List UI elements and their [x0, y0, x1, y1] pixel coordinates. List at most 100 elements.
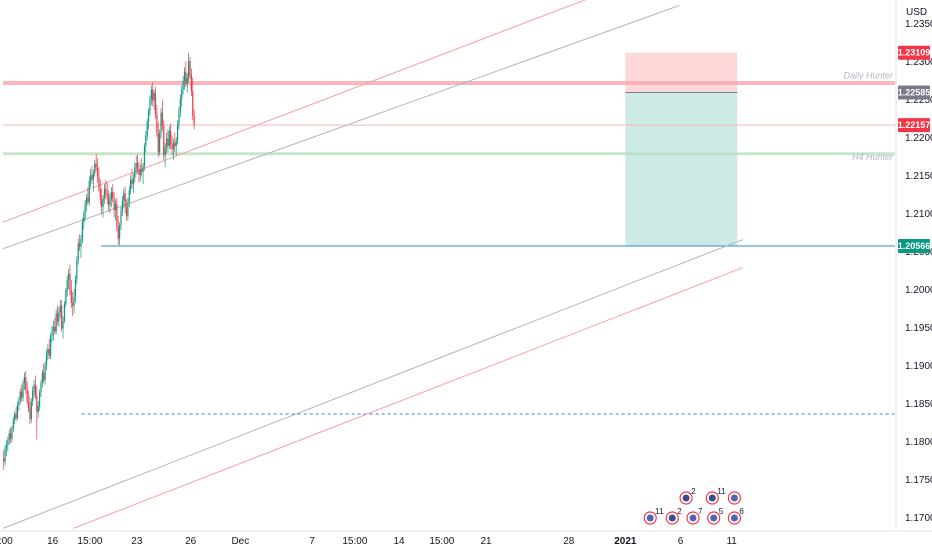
y-tick-label: 1.22000	[905, 133, 932, 144]
candle-body	[114, 203, 117, 210]
candle-body	[22, 383, 24, 398]
candle-body	[56, 313, 59, 322]
candle-body	[131, 179, 133, 185]
x-tick-label: 2021	[614, 536, 637, 547]
candle-body	[170, 130, 172, 145]
candle-body	[145, 135, 147, 147]
x-tick-label: 28	[563, 536, 575, 547]
candle-body	[59, 305, 61, 312]
candle-body	[101, 199, 103, 207]
candle-body	[41, 372, 43, 384]
candle-body	[188, 61, 190, 78]
candle-body	[153, 92, 155, 101]
candle-body	[27, 402, 30, 409]
candle-body	[102, 197, 104, 207]
event-badge-count: 11	[717, 487, 726, 496]
event-badge-count: 6	[739, 507, 744, 516]
candle-body	[73, 296, 75, 306]
x-tick-label: 11	[726, 536, 737, 547]
price-label: 1.22157	[898, 120, 931, 130]
channel-line	[2, 239, 743, 529]
candle-body	[99, 188, 101, 200]
candle-body	[12, 419, 14, 429]
candle-body	[123, 193, 125, 201]
candle-body	[156, 114, 158, 133]
candle-body	[3, 458, 5, 462]
candle-body	[96, 167, 99, 177]
candle-body	[181, 89, 183, 99]
candle-body	[174, 143, 176, 147]
y-tick-label: 1.19000	[905, 361, 932, 372]
candle-body	[51, 330, 53, 337]
candle-body	[37, 406, 39, 413]
price-label: 1.23109	[898, 48, 931, 58]
candle-body	[124, 193, 126, 207]
candle-body	[4, 448, 6, 462]
candle-body	[74, 279, 77, 297]
candle-body	[21, 391, 23, 398]
candle-body	[44, 365, 46, 381]
events-layer: 11 2 7 5 2 11 6	[643, 487, 744, 525]
event-badge-count: 5	[719, 507, 724, 516]
price-label-box	[898, 45, 930, 60]
candle-body	[134, 167, 136, 179]
candle-body	[128, 190, 130, 203]
candle-body	[120, 211, 122, 226]
candle-body	[136, 162, 139, 171]
flag-icon	[689, 514, 697, 522]
candle-body	[94, 163, 96, 174]
candle-body	[19, 391, 21, 401]
flag-icon	[668, 514, 676, 522]
candle-body	[36, 395, 38, 413]
candle-body	[38, 392, 41, 407]
y-tick-label: 1.23000	[905, 57, 932, 68]
candle-body	[67, 273, 70, 280]
currency-label: USD	[906, 7, 927, 18]
candle-body	[157, 132, 159, 153]
price-label: 1.22585	[898, 88, 931, 98]
candle-body	[127, 202, 129, 217]
candle-body	[178, 111, 180, 125]
candle-body	[154, 92, 157, 115]
y-tick-label: 1.22500	[905, 95, 932, 106]
candle-body	[142, 165, 144, 172]
flag-icon	[708, 494, 716, 502]
candle-body	[26, 389, 28, 403]
candle-body	[110, 191, 112, 201]
candle-body	[48, 349, 50, 356]
candle-body	[179, 99, 181, 112]
candle-body	[167, 138, 169, 147]
flag-icon	[730, 494, 738, 502]
y-tick-label: 1.21000	[905, 209, 932, 220]
channel-line	[2, 0, 587, 223]
x-tick-label: 14	[393, 536, 405, 547]
candle-body	[72, 302, 74, 306]
y-tick-label: 1.23500	[905, 19, 932, 30]
candle-body	[66, 279, 68, 292]
event-badge-count: 11	[655, 507, 664, 516]
x-tick-label: 5:00	[0, 536, 13, 547]
candle-body	[135, 162, 137, 168]
candle-body	[109, 200, 111, 206]
candle-body	[138, 170, 140, 175]
candle-body	[11, 428, 13, 439]
flag-icon	[682, 494, 690, 502]
candle-body	[33, 384, 35, 391]
candle-body	[15, 413, 17, 419]
candle-body	[183, 71, 186, 81]
x-tick-label: 15:00	[342, 536, 367, 547]
x-tick-label: 23	[131, 536, 143, 547]
candle-body	[45, 353, 48, 366]
candle-body	[165, 138, 168, 148]
candle-body	[175, 140, 177, 147]
zone-label: Daily Hunter	[843, 70, 894, 80]
candle-body	[30, 401, 32, 419]
flag-icon	[646, 514, 654, 522]
candle-body	[69, 273, 71, 291]
candle-body	[176, 124, 179, 141]
candle-body	[91, 175, 93, 180]
candle-body	[186, 77, 188, 84]
